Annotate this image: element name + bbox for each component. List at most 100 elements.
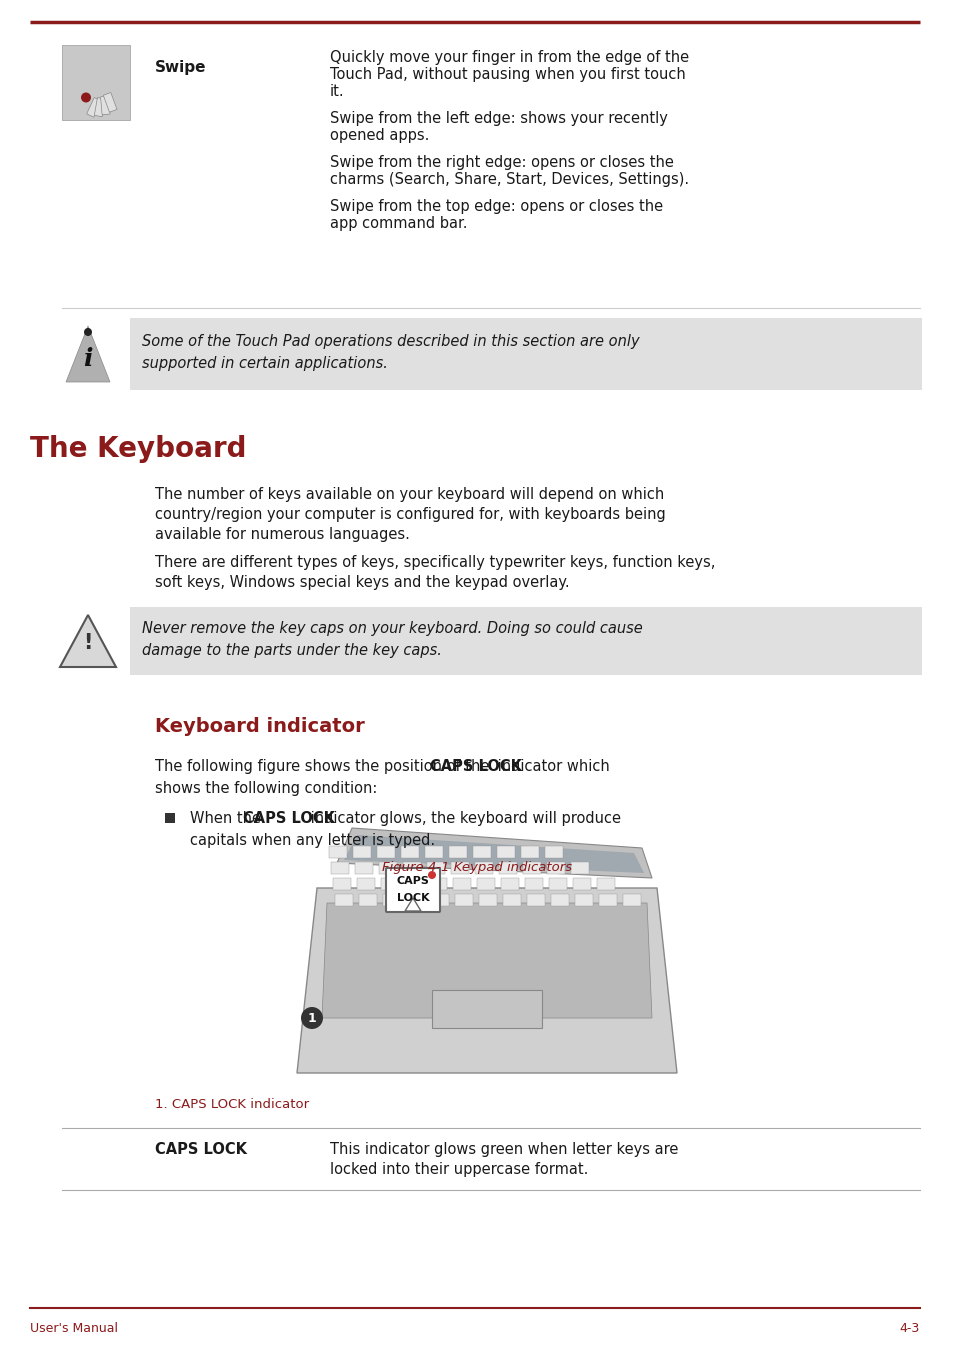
Bar — [431, 894, 449, 907]
Bar — [380, 878, 398, 890]
Bar — [476, 878, 495, 890]
Text: This indicator glows green when letter keys are: This indicator glows green when letter k… — [330, 1142, 678, 1157]
Text: Some of the Touch Pad operations described in this section are only: Some of the Touch Pad operations describ… — [142, 334, 639, 348]
Bar — [598, 894, 617, 907]
Text: User's Manual: User's Manual — [30, 1322, 118, 1336]
Text: Swipe from the right edge: opens or closes the: Swipe from the right edge: opens or clos… — [330, 155, 673, 169]
Polygon shape — [322, 902, 651, 1018]
Bar — [544, 846, 562, 858]
Text: CAPS LOCK: CAPS LOCK — [430, 759, 521, 773]
Circle shape — [428, 872, 436, 880]
Text: it.: it. — [330, 83, 344, 100]
Bar — [333, 878, 351, 890]
Polygon shape — [405, 898, 420, 911]
Bar — [165, 812, 174, 823]
Bar — [622, 894, 640, 907]
Text: The number of keys available on your keyboard will depend on which: The number of keys available on your key… — [154, 487, 663, 502]
Text: app command bar.: app command bar. — [330, 217, 467, 231]
Bar — [455, 894, 473, 907]
Text: Touch Pad, without pausing when you first touch: Touch Pad, without pausing when you firs… — [330, 67, 685, 82]
Polygon shape — [336, 829, 651, 878]
Text: country/region your computer is configured for, with keyboards being: country/region your computer is configur… — [154, 507, 665, 522]
Bar — [520, 846, 538, 858]
Bar — [329, 846, 347, 858]
Bar — [130, 317, 921, 390]
Bar — [432, 990, 541, 1028]
Text: Swipe from the left edge: shows your recently: Swipe from the left edge: shows your rec… — [330, 112, 667, 126]
Bar — [478, 894, 497, 907]
Bar — [400, 846, 418, 858]
Text: opened apps.: opened apps. — [330, 128, 429, 143]
Text: 1. CAPS LOCK indicator: 1. CAPS LOCK indicator — [154, 1098, 309, 1111]
Text: There are different types of keys, specifically typewriter keys, function keys,: There are different types of keys, speci… — [154, 555, 715, 570]
Polygon shape — [66, 325, 110, 382]
Bar — [405, 878, 422, 890]
Text: available for numerous languages.: available for numerous languages. — [154, 527, 410, 542]
Bar — [100, 95, 110, 114]
Bar — [382, 894, 400, 907]
Text: LOCK: LOCK — [396, 893, 429, 902]
Text: Swipe: Swipe — [154, 61, 206, 75]
Text: CAPS LOCK: CAPS LOCK — [154, 1142, 247, 1157]
Bar — [402, 862, 420, 874]
FancyBboxPatch shape — [386, 868, 439, 912]
Bar — [597, 878, 615, 890]
Circle shape — [81, 93, 91, 102]
Text: indicator which: indicator which — [493, 759, 609, 773]
Text: supported in certain applications.: supported in certain applications. — [142, 356, 388, 371]
Text: !: ! — [83, 633, 92, 654]
Bar — [331, 862, 349, 874]
Bar — [378, 862, 396, 874]
Text: soft keys, Windows special keys and the keypad overlay.: soft keys, Windows special keys and the … — [154, 576, 569, 590]
Text: 1: 1 — [307, 1011, 316, 1025]
Text: damage to the parts under the key caps.: damage to the parts under the key caps. — [142, 643, 441, 658]
Bar — [94, 98, 105, 117]
Bar — [500, 878, 518, 890]
Text: 4-3: 4-3 — [899, 1322, 919, 1336]
Bar — [358, 894, 376, 907]
Bar — [335, 894, 353, 907]
Bar — [473, 846, 491, 858]
Bar — [355, 862, 373, 874]
Bar — [103, 93, 117, 112]
Text: CAPS: CAPS — [396, 876, 429, 886]
Polygon shape — [60, 615, 116, 667]
Bar — [407, 894, 424, 907]
Bar — [526, 894, 544, 907]
Bar — [424, 846, 442, 858]
Bar — [427, 862, 444, 874]
Text: locked into their uppercase format.: locked into their uppercase format. — [330, 1162, 588, 1177]
Text: Figure 4-1 Keypad indicators: Figure 4-1 Keypad indicators — [381, 861, 572, 874]
Bar — [571, 862, 588, 874]
Polygon shape — [296, 888, 677, 1073]
Text: The following figure shows the position of the: The following figure shows the position … — [154, 759, 494, 773]
Text: When the: When the — [190, 811, 265, 826]
Text: CAPS LOCK: CAPS LOCK — [242, 811, 335, 826]
Bar — [356, 878, 375, 890]
Bar — [451, 862, 469, 874]
Bar — [62, 44, 130, 120]
Bar — [573, 878, 590, 890]
Bar — [429, 878, 447, 890]
Text: The Keyboard: The Keyboard — [30, 434, 246, 463]
Text: Swipe from the top edge: opens or closes the: Swipe from the top edge: opens or closes… — [330, 199, 662, 214]
Text: Keyboard indicator: Keyboard indicator — [154, 717, 364, 736]
Text: indicator glows, the keyboard will produce: indicator glows, the keyboard will produ… — [305, 811, 620, 826]
Bar — [522, 862, 540, 874]
Bar — [546, 862, 564, 874]
Text: capitals when any letter is typed.: capitals when any letter is typed. — [190, 833, 435, 847]
Bar — [497, 846, 515, 858]
Bar — [502, 894, 520, 907]
Bar — [475, 862, 493, 874]
Circle shape — [84, 328, 91, 336]
Text: charms (Search, Share, Start, Devices, Settings).: charms (Search, Share, Start, Devices, S… — [330, 172, 688, 187]
Text: Quickly move your finger in from the edge of the: Quickly move your finger in from the edg… — [330, 50, 688, 65]
Bar — [498, 862, 517, 874]
Bar — [453, 878, 471, 890]
Bar — [449, 846, 467, 858]
Bar — [524, 878, 542, 890]
Text: i: i — [83, 347, 92, 371]
Bar — [87, 98, 101, 117]
Text: Never remove the key caps on your keyboard. Doing so could cause: Never remove the key caps on your keyboa… — [142, 621, 642, 636]
Polygon shape — [344, 835, 643, 873]
